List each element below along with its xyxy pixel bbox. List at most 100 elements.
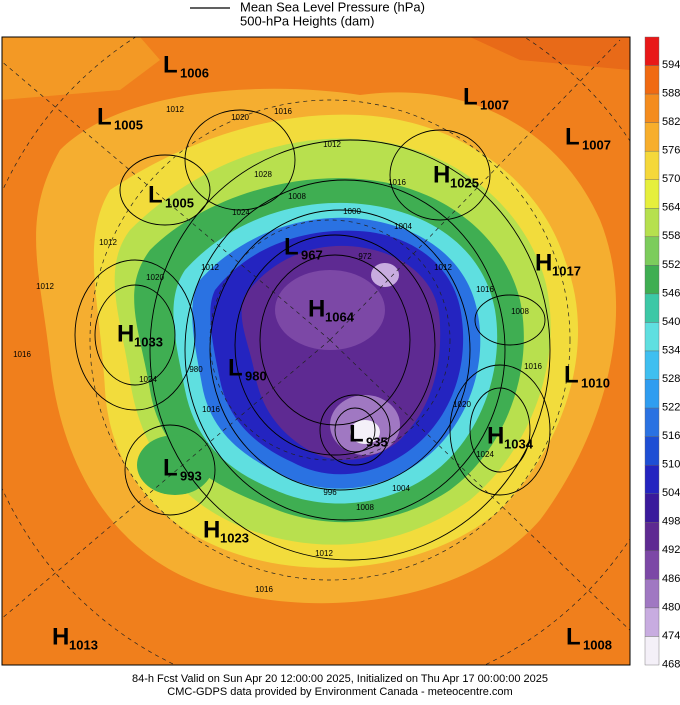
colorbar-tick-label: 528: [662, 373, 680, 385]
contour-label: 1012: [323, 140, 341, 149]
system-pressure: 1013: [69, 637, 98, 652]
system-letter: L: [463, 83, 478, 110]
contour-label: 1016: [524, 362, 542, 371]
system-pressure: 1034: [504, 436, 534, 451]
colorbar-tick-label: 564: [662, 202, 680, 214]
colorbar-cell: [644, 579, 660, 609]
contour-label: 1020: [453, 400, 471, 409]
system-letter: L: [148, 181, 163, 208]
colorbar-tick-label: 576: [662, 145, 680, 157]
colorbar-cell: [644, 122, 660, 152]
colorbar-cell: [644, 436, 660, 466]
contour-label: 1012: [434, 263, 452, 272]
contour-label: 1016: [255, 585, 273, 594]
colorbar-tick-label: 498: [662, 516, 680, 528]
colorbar-tick-label: 594: [662, 59, 680, 71]
contour-label: 1016: [388, 178, 406, 187]
system-letter: L: [564, 361, 579, 388]
system-letter: H: [203, 516, 220, 543]
colorbar-tick-label: 480: [662, 601, 680, 613]
system-pressure: 1017: [552, 263, 581, 278]
system-pressure: 1033: [134, 334, 163, 349]
system-letter: L: [349, 420, 364, 447]
system-letter: H: [433, 161, 450, 188]
contour-label: 1004: [394, 222, 412, 231]
system-letter: L: [228, 354, 243, 381]
contour-label: 1016: [13, 350, 31, 359]
colorbar-cell: [644, 65, 660, 95]
system-pressure: 1006: [180, 65, 209, 80]
colorbar-cell: [644, 607, 660, 637]
colorbar-cell: [644, 236, 660, 266]
contour-label: 1024: [139, 375, 157, 384]
contour-label: 1016: [476, 285, 494, 294]
system-letter: L: [284, 233, 299, 260]
colorbar-cell: [644, 464, 660, 494]
contour-label: 1028: [254, 170, 272, 179]
system-letter: H: [52, 623, 69, 650]
colorbar-tick-label: 486: [662, 573, 680, 585]
colorbar-cell: [644, 522, 660, 552]
contour-label: 1012: [99, 238, 117, 247]
system-letter: L: [97, 103, 112, 130]
colorbar-cell: [644, 265, 660, 295]
colorbar-tick-label: 492: [662, 544, 680, 556]
contour-label: 1016: [274, 107, 292, 116]
contour-label: 1020: [146, 273, 164, 282]
colorbar-tick-label: 588: [662, 87, 680, 99]
colorbar-tick-label: 546: [662, 287, 680, 299]
colorbar-tick-label: 534: [662, 344, 680, 356]
colorbar-cell: [644, 493, 660, 523]
contour-label: 1008: [356, 503, 374, 512]
contour-label: 1004: [392, 484, 410, 493]
colorbar-tick-label: 582: [662, 116, 680, 128]
contour-label: 1012: [36, 282, 54, 291]
footer-line: 84-h Fcst Valid on Sun Apr 20 12:00:00 2…: [132, 673, 548, 685]
contour-label: 1012: [166, 105, 184, 114]
system-pressure: 1064: [325, 309, 355, 324]
legend-line-label: Mean Sea Level Pressure (hPa): [240, 0, 425, 14]
system-letter: H: [487, 422, 504, 449]
system-letter: L: [566, 623, 581, 650]
system-pressure: 935: [366, 434, 388, 449]
colorbar-cell: [644, 293, 660, 323]
height-fill: [350, 420, 380, 444]
height-fill: [2, 37, 160, 100]
system-pressure: 1010: [581, 375, 610, 390]
colorbar-cell: [644, 407, 660, 437]
colorbar-cell: [644, 208, 660, 238]
colorbar-tick-label: 468: [662, 658, 680, 670]
system-letter: L: [163, 51, 178, 78]
colorbar-cell: [644, 93, 660, 123]
system-pressure: 980: [245, 368, 267, 383]
system-pressure: 1005: [165, 195, 194, 210]
contour-label: 1012: [201, 263, 219, 272]
colorbar-cell: [644, 550, 660, 580]
colorbar-tick-label: 474: [662, 630, 680, 642]
colorbar-tick-label: 522: [662, 401, 680, 413]
contour-label: 1008: [288, 192, 306, 201]
system-pressure: 1025: [450, 175, 479, 190]
system-letter: H: [535, 249, 552, 276]
contour-label: 1020: [231, 113, 249, 122]
colorbar-tick-label: 558: [662, 230, 680, 242]
colorbar-cell: [644, 322, 660, 352]
contour-label: 1024: [232, 208, 250, 217]
colorbar-cell: [644, 379, 660, 409]
contour-label: 1000: [343, 207, 361, 216]
system-letter: L: [163, 454, 178, 481]
footer-line: CMC-GDPS data provided by Environment Ca…: [167, 686, 512, 698]
system-pressure: 1005: [114, 117, 143, 132]
colorbar-cell: [644, 150, 660, 180]
contour-label: 1012: [315, 549, 333, 558]
colorbar-cell: [644, 350, 660, 380]
system-pressure: 1007: [480, 97, 509, 112]
system-pressure: 993: [180, 468, 202, 483]
colorbar-cell: [644, 36, 660, 66]
contour-label: 980: [189, 365, 203, 374]
system-pressure: 1007: [582, 137, 611, 152]
contour-label: 996: [323, 488, 337, 497]
